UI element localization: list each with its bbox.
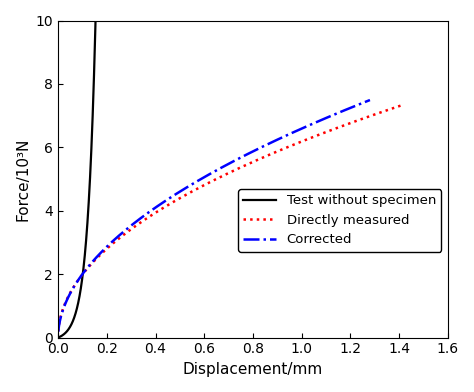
- X-axis label: Displacement/mm: Displacement/mm: [183, 362, 323, 377]
- Legend: Test without specimen, Directly measured, Corrected: Test without specimen, Directly measured…: [238, 189, 441, 252]
- Y-axis label: Force/10³N: Force/10³N: [15, 137, 30, 221]
